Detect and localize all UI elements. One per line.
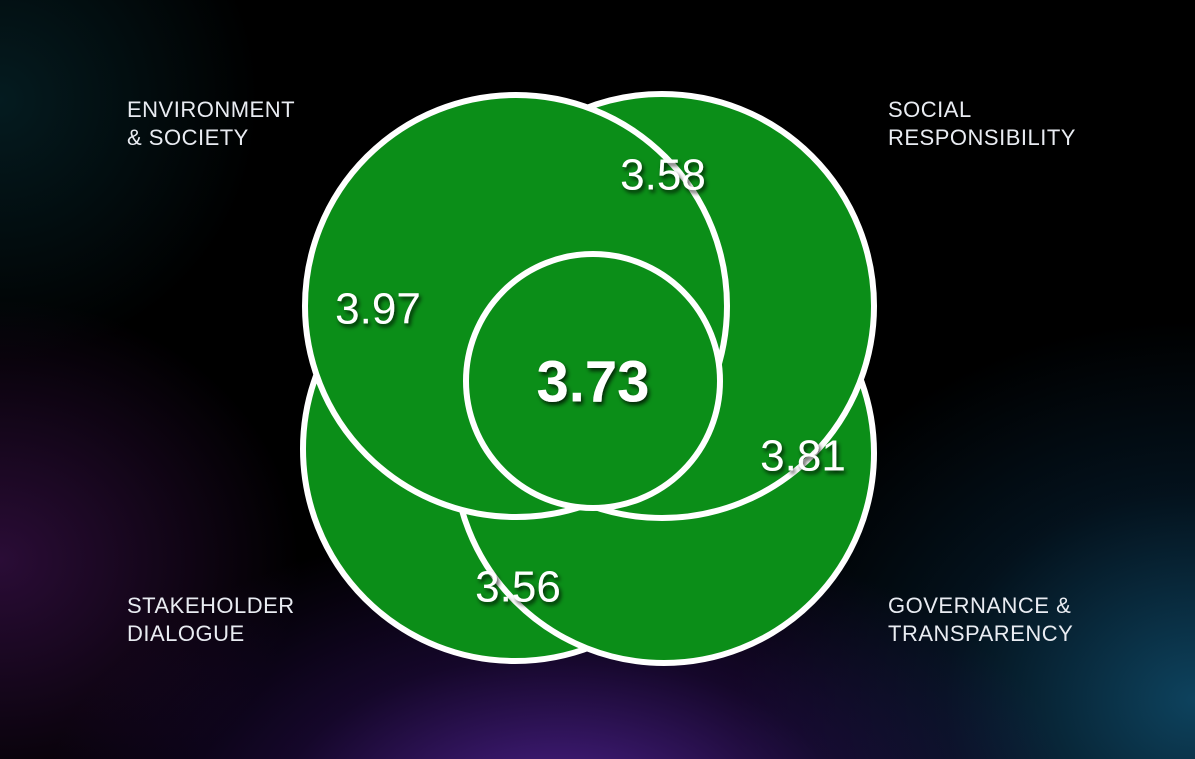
score-governance-transparency: 3.81 bbox=[760, 432, 846, 481]
score-overall: 3.73 bbox=[537, 349, 650, 414]
score-social-responsibility: 3.58 bbox=[620, 151, 706, 200]
label-social-responsibility: SOCIAL RESPONSIBILITY bbox=[888, 97, 1076, 150]
label-governance-transparency: GOVERNANCE & TRANSPARENCY bbox=[888, 593, 1074, 646]
label-stakeholder-dialogue: STAKEHOLDER DIALOGUE bbox=[127, 593, 295, 646]
label-environment-society: ENVIRONMENT & SOCIETY bbox=[127, 97, 296, 150]
score-environment-society: 3.97 bbox=[335, 285, 421, 334]
circle-overall bbox=[463, 251, 723, 511]
score-stakeholder-dialogue: 3.56 bbox=[475, 563, 561, 612]
